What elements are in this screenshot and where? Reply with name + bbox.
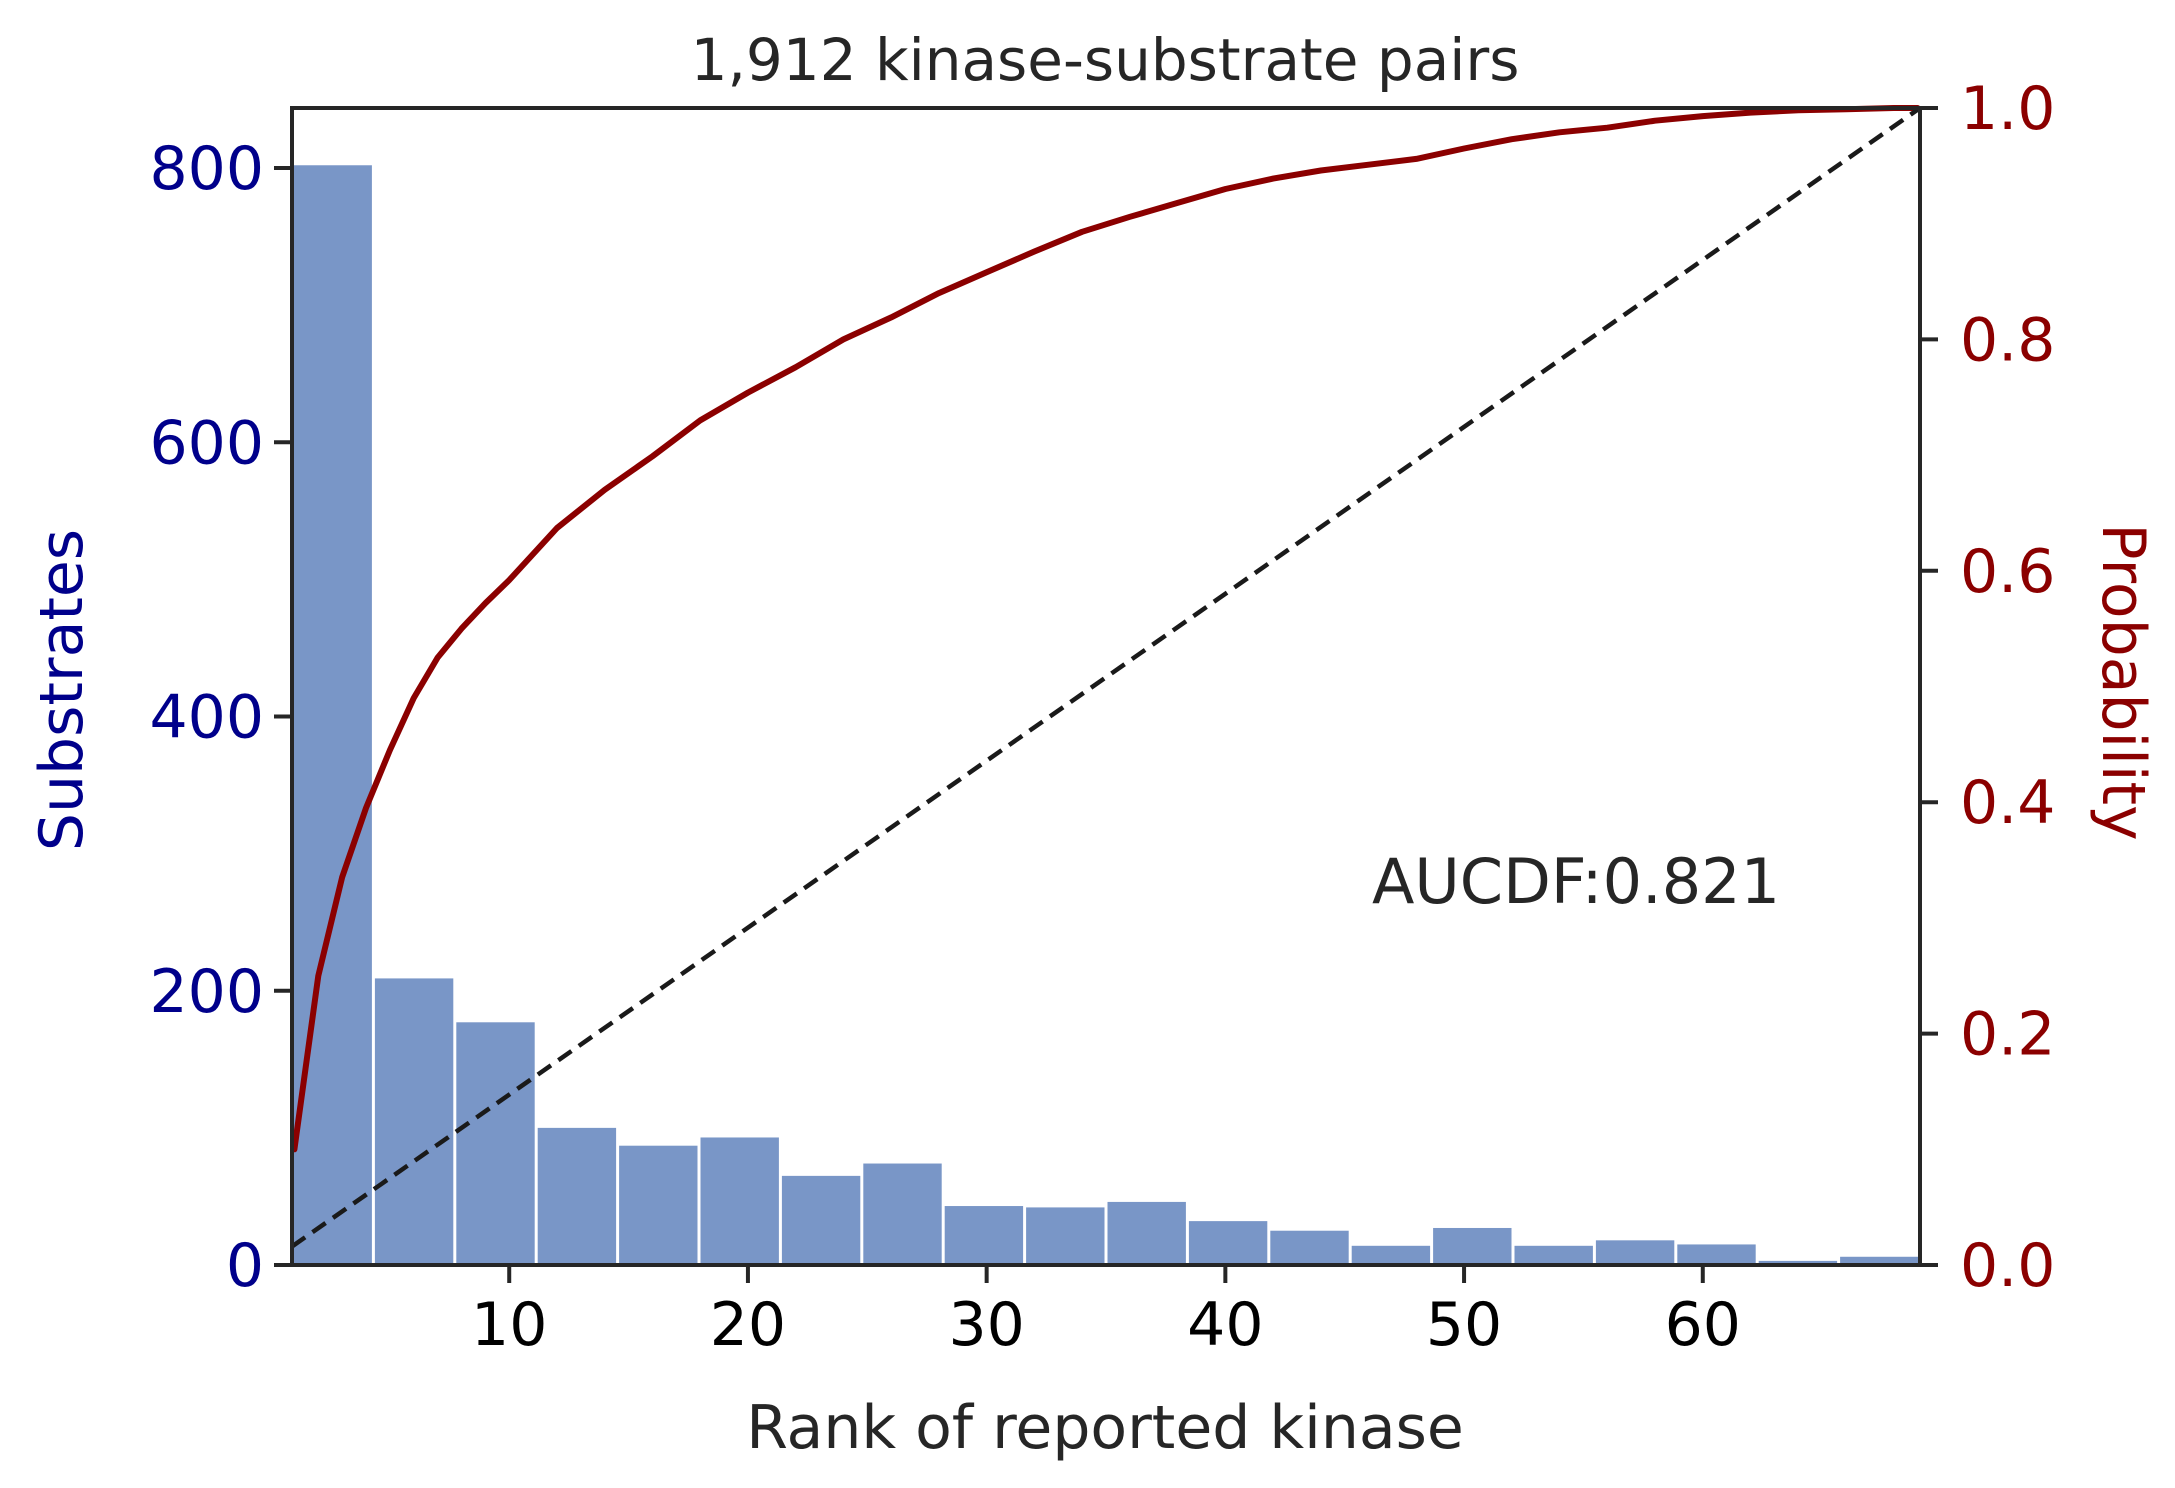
y-left-tick-label: 800 [149,134,264,204]
histogram-bar [1595,1240,1675,1265]
histogram-bar [944,1206,1024,1265]
histogram-bar [1677,1244,1756,1265]
y-left-tick-label: 0 [226,1231,264,1301]
y-left-tick-label: 400 [149,683,264,753]
histogram-bar [1107,1201,1186,1265]
series-lines [290,105,1922,1249]
y-left-tick-label: 200 [149,957,264,1027]
histogram-bar [1188,1221,1268,1265]
axis-ticks: 10 20 30 40 50 6002004006008000.00.20.40.60.8… [149,74,2055,1360]
cdf-line [291,105,1921,1153]
y-right-tick-label: 0.6 [1960,537,2055,607]
histogram-bar [537,1127,617,1265]
histogram-bar [781,1175,861,1265]
histogram-bar [293,165,372,1265]
plot-frame [290,106,1922,1267]
histogram-bar [1514,1245,1593,1265]
histogram-bar [1433,1227,1512,1265]
x-tick-label: 40 [1187,1290,1263,1360]
y-axis-left-label: Substrates [27,529,97,851]
histogram-bar [1758,1260,1838,1265]
x-tick-label: 60 [1665,1290,1741,1360]
histogram-bar [700,1137,779,1265]
reference-diagonal-line [290,106,1922,1249]
x-tick-label: 20 [710,1290,786,1360]
histogram-bars [293,165,1919,1265]
y-right-tick-label: 0.0 [1960,1231,2055,1301]
chart-title: 1,912 kinase-substrate pairs [691,26,1520,94]
histogram-bar [374,978,454,1265]
histogram-bar [456,1022,535,1265]
histogram-bar [1026,1207,1105,1265]
y-axis-right-label: Probability [2088,523,2158,840]
axes-frame [290,106,1922,1267]
y-right-tick-label: 0.4 [1960,768,2055,838]
aucdf-annotation: AUCDF:0.821 [1372,845,1780,918]
x-tick-label: 30 [948,1290,1024,1360]
y-right-tick-label: 1.0 [1960,74,2055,144]
histogram-bar [863,1163,942,1265]
x-tick-label: 10 [471,1290,547,1360]
y-left-tick-label: 600 [149,408,264,478]
y-right-tick-label: 0.2 [1960,1000,2055,1070]
x-axis-label: Rank of reported kinase [746,1393,1464,1463]
histogram-bar [1351,1245,1431,1265]
histogram-bar [619,1145,698,1265]
histogram-bar [1840,1256,1919,1265]
histogram-bar [1270,1230,1349,1265]
y-right-tick-label: 0.8 [1960,305,2055,375]
x-tick-label: 50 [1426,1290,1502,1360]
